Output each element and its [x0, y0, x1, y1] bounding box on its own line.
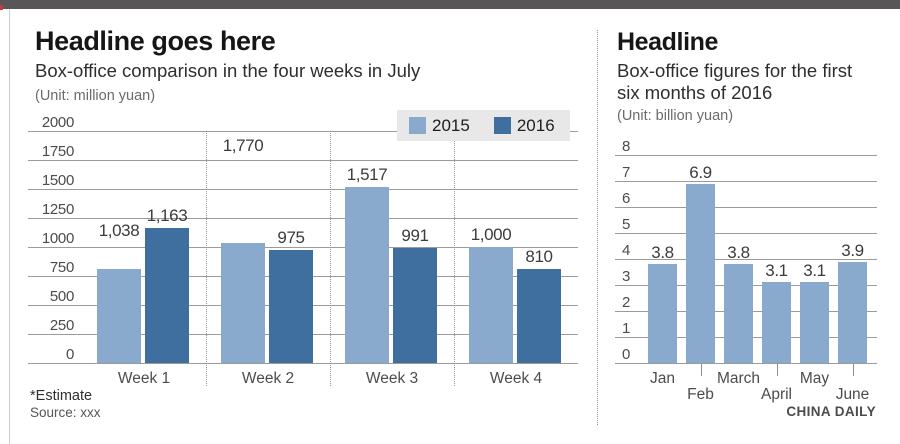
group-divider [206, 131, 207, 386]
group-divider [454, 131, 455, 386]
top-bar [0, 0, 900, 9]
left-chart-subtitle: Box-office comparison in the four weeks … [35, 60, 421, 81]
category-label: Feb [687, 385, 714, 403]
category-label: Week 2 [241, 370, 295, 387]
y-axis-tick-label: 3 [622, 268, 631, 285]
gridline [28, 218, 578, 219]
bar-2015-week4 [469, 247, 513, 363]
legend-item-2016: 2016 [493, 115, 555, 136]
y-axis-tick-label: 1000 [41, 230, 74, 247]
y-axis-tick-label: 1 [622, 320, 631, 337]
y-axis-tick-label: 0 [65, 346, 74, 363]
month-tick-mark [700, 363, 702, 376]
y-axis-tick-label: 250 [49, 317, 74, 334]
left-chart-title: Headline goes here [35, 26, 276, 56]
gridline [28, 363, 578, 364]
bar-jan [648, 264, 677, 363]
left-chart-plot-area: 2000 1750 1500 1250 1000 750 500 250 0 1,038 1,770… [28, 114, 578, 387]
gridline [615, 155, 877, 156]
bar-value-label: 810 [525, 247, 553, 267]
bar-value-label: 1,038 [98, 220, 140, 240]
right-chart-unit-label: (Unit: billion yuan) [617, 108, 734, 124]
credit: CHINA DAILY [786, 404, 876, 419]
group-divider [330, 131, 331, 386]
y-axis-tick-label: 1250 [41, 201, 74, 218]
category-label: Week 4 [489, 370, 543, 387]
bar-april [762, 282, 791, 363]
y-axis-tick-label: 0 [622, 346, 631, 363]
bar-2016-week3 [393, 248, 437, 363]
bar-2015-week1 [97, 269, 141, 363]
left-chart-unit-label: (Unit: million yuan) [35, 88, 156, 104]
bar-value-label: 1,000 [470, 225, 512, 244]
page-left-border [9, 9, 10, 444]
gridline [615, 233, 877, 234]
category-label: April [760, 385, 792, 403]
gridline [615, 181, 877, 182]
bar-feb [686, 183, 715, 363]
gridline [28, 247, 578, 248]
month-tick-mark [776, 363, 778, 376]
month-tick-mark [852, 363, 854, 376]
y-axis-tick-label: 6 [622, 190, 631, 207]
red-accent-mark [0, 5, 3, 10]
bar-value-label: 1,163 [146, 206, 188, 226]
bar-2015-week3 [345, 187, 389, 363]
bar-value-label: 3.1 [803, 261, 826, 281]
bar-2016-week4 [517, 269, 561, 363]
legend-swatch-2015 [409, 117, 426, 134]
bar-value-label: 3.9 [841, 240, 864, 260]
bar-2016-week1 [145, 228, 189, 363]
gridline [615, 207, 877, 208]
legend-swatch-2016 [493, 117, 511, 134]
bar-2016-week2 [269, 249, 313, 363]
source-line: Source: xxx [30, 405, 101, 420]
y-axis-tick-label: 1500 [41, 172, 74, 189]
right-chart-plot-area: 8 7 6 5 4 3 2 1 0 3.8 Jan 6.9 Feb 3.8 March 3.1 April 3.1… [615, 138, 877, 403]
bar-value-label: 3.8 [727, 243, 750, 263]
bar-value-label: 1,770 [222, 135, 264, 155]
y-axis-tick-label: 2 [622, 294, 631, 311]
bar-value-label: 991 [401, 226, 429, 246]
category-label: Week 1 [117, 370, 171, 387]
gridline [28, 189, 578, 190]
bar-value-label: 1,517 [346, 165, 388, 185]
gridline [615, 259, 877, 260]
bar-value-label: 6.9 [689, 162, 712, 182]
category-label: Week 3 [365, 370, 419, 387]
legend-item-2015: 2015 [409, 116, 470, 136]
footnote: *Estimate [30, 388, 93, 404]
y-axis-tick-label: 750 [49, 259, 74, 276]
y-axis-tick-label: 2000 [41, 114, 74, 131]
right-chart-title: Headline [617, 28, 718, 56]
bar-value-label: 975 [277, 227, 305, 247]
y-axis-tick-label: 7 [622, 164, 631, 181]
category-label: June [835, 385, 870, 403]
legend-label-2015: 2015 [432, 115, 470, 135]
y-axis-tick-label: 4 [622, 242, 631, 259]
y-axis-tick-label: 5 [622, 216, 631, 233]
right-chart-subtitle: Box-office figures for the first six mon… [617, 60, 853, 103]
legend-label-2016: 2016 [516, 115, 555, 135]
bar-value-label: 3.8 [651, 243, 674, 263]
y-axis-tick-label: 1750 [41, 143, 74, 160]
y-axis-tick-label: 8 [622, 138, 631, 155]
bar-march [724, 264, 753, 363]
category-label: Jan [650, 370, 675, 387]
category-label: May [799, 370, 830, 387]
bar-june [838, 261, 867, 363]
category-label: March [716, 370, 761, 387]
legend: 2015 2016 [397, 110, 570, 141]
gridline [28, 131, 578, 132]
y-axis-tick-label: 500 [49, 288, 74, 305]
bar-value-label: 3.1 [765, 261, 788, 281]
bar-may [800, 282, 829, 363]
chart-separator-divider [597, 30, 598, 425]
gridline [615, 363, 877, 364]
gridline [28, 160, 578, 161]
bar-2015-week2 [221, 242, 265, 363]
